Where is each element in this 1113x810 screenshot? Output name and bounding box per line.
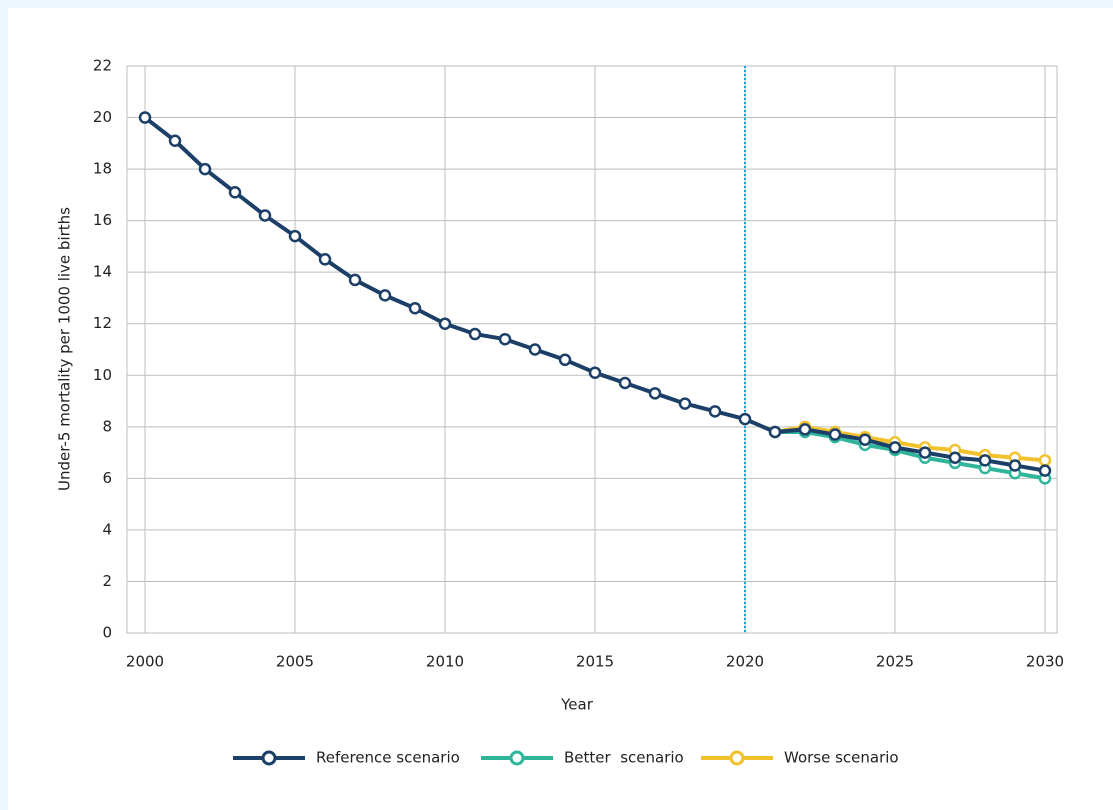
point [768,425,782,439]
legend-label: Reference scenario [316,749,460,767]
point [948,451,962,464]
legend-marker [509,750,525,766]
point [708,405,722,418]
panel [8,8,1113,810]
y-axis-title: Under-5 mortality per 1000 live births [56,207,74,491]
x-axis-title: Year [560,696,594,714]
y-tick-label: 4 [102,520,112,538]
point [438,317,452,330]
series-line [775,429,1046,481]
x-tick-label: 2025 [876,653,914,671]
legend-marker [261,750,277,766]
point [318,253,332,266]
y-tick-label: 14 [93,263,112,281]
y-tick-label: 20 [93,108,112,126]
y-tick-label: 10 [93,366,112,384]
y-tick-label: 8 [102,417,112,435]
x-tick-label: 2020 [726,653,764,671]
y-tick-label: 22 [93,57,112,75]
point [138,111,152,124]
point [558,353,572,367]
point [978,454,992,467]
point [738,412,752,426]
point [648,387,662,400]
legend-label: Worse scenario [784,749,899,767]
point [1038,464,1052,477]
y-tick-label: 18 [93,160,112,178]
point [918,446,932,459]
point [348,273,362,287]
point [1008,459,1022,472]
legend-label: Better scenario [564,749,684,767]
series-line [774,424,1046,463]
point [168,134,182,147]
point [378,289,392,302]
point [678,397,692,410]
x-tick-label: 2030 [1026,653,1064,671]
x-tick-label: 2010 [426,653,464,671]
point [468,327,482,341]
y-tick-label: 16 [93,211,112,229]
point [588,366,602,379]
y-tick-label: 12 [93,314,112,332]
x-tick-label: 2005 [276,653,314,671]
y-tick-label: 6 [102,469,112,487]
legend-marker [729,750,745,766]
point [1038,454,1052,467]
point [618,376,632,390]
point [528,343,542,356]
x-tick-label: 2000 [126,653,164,671]
y-tick-label: 0 [102,624,112,642]
plot-frame [126,65,1058,634]
point [828,428,842,441]
point [858,433,872,446]
point [288,229,302,243]
point [498,332,512,346]
point [258,209,272,222]
point [198,162,212,176]
y-tick-label: 2 [102,572,112,590]
point [798,423,812,436]
point [888,441,902,454]
point [228,186,242,199]
point [408,302,422,315]
x-tick-label: 2015 [576,653,614,671]
